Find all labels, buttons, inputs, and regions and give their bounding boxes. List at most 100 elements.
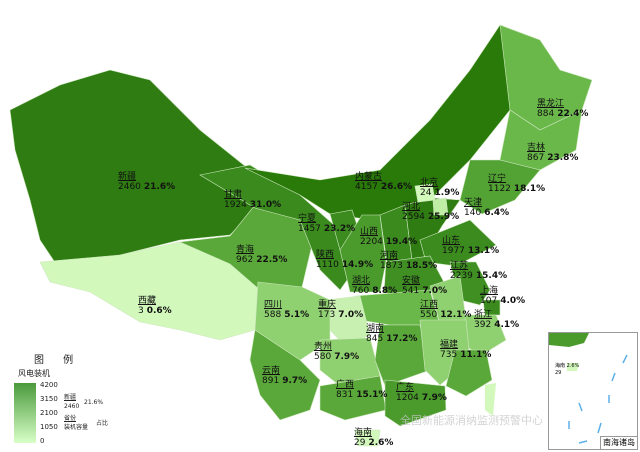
province-name: 四川 bbox=[264, 300, 283, 310]
province-share: 7.9% bbox=[334, 352, 360, 362]
province-share: 15.1% bbox=[356, 390, 388, 400]
province-share: 2.6% bbox=[368, 438, 394, 448]
province-name: 云南 bbox=[262, 366, 281, 376]
province-name: 湖南 bbox=[366, 324, 385, 334]
province-label: 西藏 3 0.6% bbox=[138, 296, 172, 316]
legend-key-bottom: 装机容量 bbox=[64, 424, 89, 431]
province-share: 4.0% bbox=[500, 296, 526, 306]
legend-title: 图 例 bbox=[34, 355, 82, 366]
province-capacity: 831 bbox=[336, 390, 354, 400]
province-capacity: 845 bbox=[366, 334, 384, 344]
province-share: 7.9% bbox=[421, 393, 447, 403]
province-label: 山东 1977 13.1% bbox=[442, 236, 499, 256]
legend-tick: 1050 bbox=[40, 423, 58, 431]
province-name: 广东 bbox=[396, 383, 415, 393]
inset-hainan-label: 海南 2.6% 29 bbox=[555, 363, 579, 377]
province-label: 内蒙古 4157 26.6% bbox=[355, 172, 412, 192]
province-name: 新疆 bbox=[118, 172, 137, 182]
province-label: 湖南 845 17.2% bbox=[366, 324, 417, 344]
province-share: 31.0% bbox=[249, 200, 282, 210]
province-share: 26.6% bbox=[380, 182, 413, 192]
province-share: 22.4% bbox=[557, 109, 589, 119]
province-label: 福建 735 11.1% bbox=[440, 340, 491, 360]
province-share: 6.4% bbox=[484, 208, 510, 218]
province-name: 北京 bbox=[420, 178, 439, 188]
province-name: 江苏 bbox=[450, 261, 469, 271]
province-capacity: 1977 bbox=[442, 246, 465, 256]
province-name: 江西 bbox=[420, 300, 439, 310]
legend-key-right: 占比 bbox=[96, 420, 109, 427]
province-name: 安徽 bbox=[402, 276, 421, 286]
inset-hainan-value: 29 bbox=[555, 370, 562, 376]
province-share: 13.1% bbox=[467, 246, 500, 256]
province-name: 海南 bbox=[354, 428, 373, 438]
province-share: 17.2% bbox=[386, 334, 418, 344]
province-name: 内蒙古 bbox=[355, 172, 383, 182]
province-label: 贵州 580 7.9% bbox=[314, 342, 359, 362]
province-share: 9.7% bbox=[282, 376, 308, 386]
legend-tick: 0 bbox=[40, 437, 45, 445]
legend-example-name: 新疆 bbox=[64, 394, 77, 401]
province-label: 湖北 760 8.8% bbox=[352, 276, 397, 296]
province-label: 吉林 867 23.8% bbox=[527, 143, 578, 163]
province-share: 4.1% bbox=[494, 320, 520, 330]
province-label: 黑龙江 884 22.4% bbox=[537, 99, 588, 119]
province-capacity: 541 bbox=[402, 286, 420, 296]
inset-map bbox=[549, 333, 628, 444]
province-share: 19.4% bbox=[385, 237, 418, 247]
province-label: 江苏 2239 15.4% bbox=[450, 261, 507, 281]
province-share: 18.1% bbox=[513, 184, 546, 194]
province-name: 贵州 bbox=[314, 342, 333, 352]
province-share: 22.5% bbox=[256, 255, 288, 265]
province-name: 西藏 bbox=[138, 296, 157, 306]
province-region bbox=[374, 324, 431, 387]
province-name: 宁夏 bbox=[298, 214, 317, 224]
province-name: 上海 bbox=[480, 286, 499, 296]
province-capacity: 1122 bbox=[488, 184, 511, 194]
province-region bbox=[39, 241, 259, 341]
province-name: 青海 bbox=[236, 245, 255, 255]
province-share: 0.6% bbox=[146, 306, 172, 316]
province-name: 河北 bbox=[402, 202, 421, 212]
province-share: 23.8% bbox=[547, 153, 579, 163]
province-label: 河北 2594 25.9% bbox=[402, 202, 459, 222]
province-label: 山西 2204 19.4% bbox=[360, 227, 417, 247]
province-label: 广西 831 15.1% bbox=[336, 380, 387, 400]
province-label: 辽宁 1122 18.1% bbox=[488, 174, 545, 194]
province-capacity: 884 bbox=[537, 109, 555, 119]
inset-hainan-pct: 2.6% bbox=[566, 363, 580, 369]
province-share: 7.0% bbox=[338, 310, 364, 320]
province-name: 黑龙江 bbox=[537, 99, 565, 109]
province-label: 浙江 392 4.1% bbox=[474, 310, 519, 330]
province-region bbox=[249, 329, 321, 421]
province-label: 青海 962 22.5% bbox=[236, 245, 287, 265]
province-capacity: 580 bbox=[314, 352, 332, 362]
province-capacity: 1873 bbox=[380, 261, 403, 271]
province-region bbox=[482, 299, 501, 316]
inset-label: 南海诸岛 bbox=[600, 436, 637, 449]
province-capacity: 107 bbox=[480, 296, 498, 306]
province-share: 15.4% bbox=[475, 271, 508, 281]
province-share: 1.9% bbox=[434, 188, 460, 198]
province-label: 河南 1873 18.5% bbox=[380, 251, 437, 271]
province-label: 天津 140 6.4% bbox=[464, 198, 509, 218]
south-china-sea-inset: 海南 2.6% 29 南海诸岛 bbox=[548, 332, 638, 450]
province-capacity: 4157 bbox=[355, 182, 378, 192]
province-label: 江西 550 12.1% bbox=[420, 300, 471, 320]
province-capacity: 2594 bbox=[402, 212, 425, 222]
province-label: 重庆 173 7.0% bbox=[318, 300, 363, 320]
province-name: 福建 bbox=[440, 340, 459, 350]
province-capacity: 1110 bbox=[316, 260, 339, 270]
province-label: 广东 1204 7.9% bbox=[396, 383, 447, 403]
province-name: 重庆 bbox=[318, 300, 337, 310]
legend-color-scale bbox=[14, 383, 36, 443]
province-share: 8.8% bbox=[372, 286, 398, 296]
province-label: 北京 24 1.9% bbox=[420, 178, 459, 198]
province-name: 河南 bbox=[380, 251, 399, 261]
legend-example-pct: 21.6% bbox=[84, 399, 104, 406]
province-name: 湖北 bbox=[352, 276, 371, 286]
province-share: 25.9% bbox=[427, 212, 460, 222]
province-capacity: 2204 bbox=[360, 237, 383, 247]
province-capacity: 24 bbox=[420, 188, 432, 198]
